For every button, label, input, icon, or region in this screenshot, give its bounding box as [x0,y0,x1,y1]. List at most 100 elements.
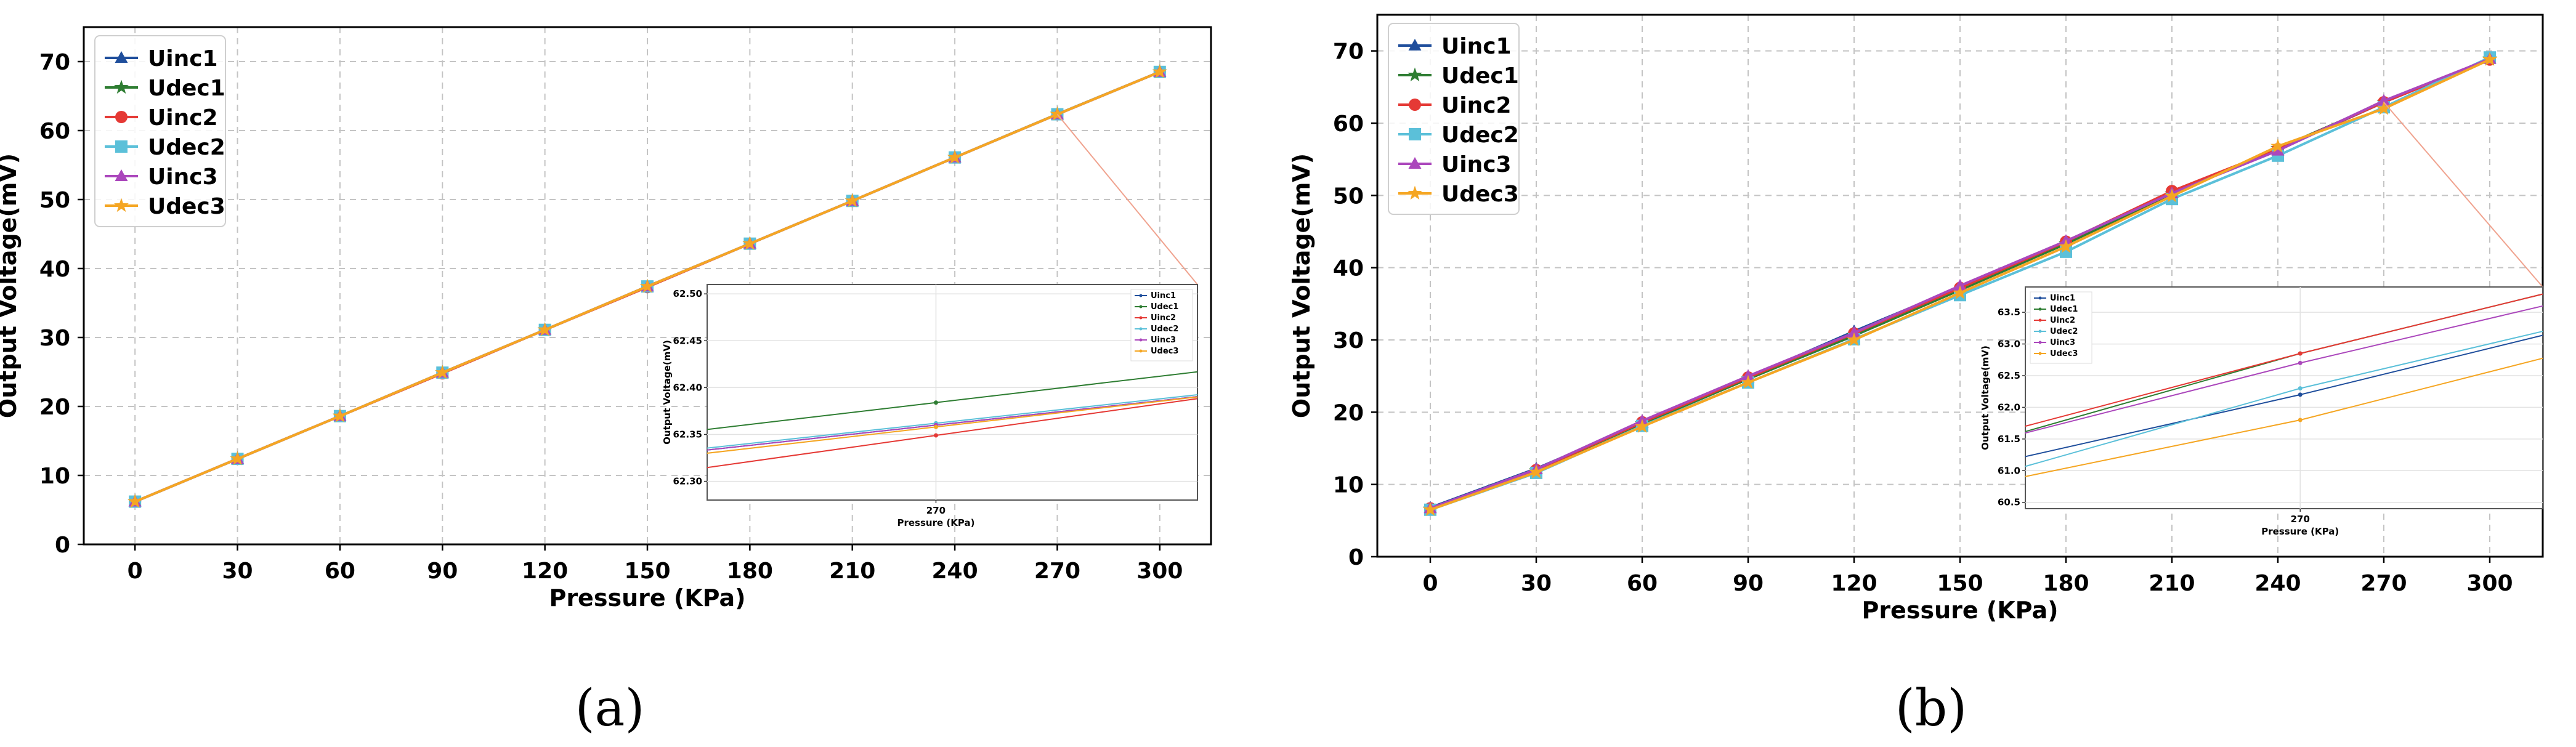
inset-legend-label: Udec1 [1151,302,1178,312]
data-point [1741,374,1756,389]
data-point [2059,239,2073,253]
inset-legend-marker [2038,307,2042,311]
x-tick-label: 180 [2043,571,2089,596]
inset-x-axis-title: Pressure (KPa) [897,517,974,528]
y-tick-label: 0 [55,533,70,558]
inset-legend-label: Udec1 [2050,305,2078,314]
legend-label: Uinc3 [1441,152,1512,177]
data-point [1050,107,1065,121]
data-point [742,236,758,250]
legend-marker [114,198,129,212]
inset-y-tick-label: 60.5 [1998,497,2020,508]
y-tick-label: 40 [1333,256,1364,281]
x-tick-label: 150 [1937,571,1983,596]
legend-marker [1409,99,1421,111]
inset-legend-box [2030,291,2092,364]
y-tick-label: 30 [39,326,70,351]
inset-legend-marker [1139,294,1143,297]
inset-legend-label: Uinc2 [1151,313,1176,323]
data-point [1152,64,1167,78]
inset-legend-box [1130,289,1193,361]
data-point [2270,139,2285,153]
x-tick-label: 150 [624,559,670,584]
y-tick-label: 50 [1333,184,1364,209]
inset-y-axis-title: Output Voltage(mV) [662,340,673,445]
inset-legend-marker [1139,349,1143,353]
x-tick-label: 180 [727,559,773,584]
legend-box [94,35,226,227]
legend-label: Uinc2 [1441,93,1512,118]
x-tick-label: 120 [1831,571,1877,596]
legend-label: Udec3 [148,194,225,219]
data-point [1423,502,1438,516]
data-point [2482,52,2497,66]
data-point [128,494,143,508]
inset-legend-marker [1139,316,1143,320]
y-tick-label: 50 [39,188,70,213]
inset-y-tick-label: 61.5 [1998,434,2020,445]
inset-legend-marker [2038,341,2042,344]
legend-marker [115,51,128,63]
legend-label: Udec3 [1441,182,1519,207]
x-tick-label: 270 [1034,559,1080,584]
x-tick-label: 60 [1627,571,1658,596]
data-point [2377,94,2391,106]
data-point [537,322,553,336]
x-tick-label: 30 [222,559,253,584]
inset-legend-label: Udec3 [1151,347,1178,356]
legend-label: Udec2 [148,135,225,160]
data-point [2165,188,2179,203]
legend-marker [115,111,128,123]
legend-label: Uinc3 [148,164,218,190]
panel-b-legend: Uinc1 Udec1 Uinc2 Udec2 Uinc3 Udec3 [1388,23,1520,215]
data-point [1953,279,1967,291]
inset-y-tick-label: 62.35 [673,429,702,440]
panel-b-inset: 60.5 61.0 61.5 62.0 62.5 63.0 63.5 270Pressure … [1980,102,2543,537]
inset-legend-marker [1139,327,1143,331]
inset-legend-label: Udec2 [2050,327,2078,336]
y-axis-title: Output Voltage(mV) [0,153,22,418]
legend-marker [115,140,128,153]
y-tick-label: 70 [39,50,70,75]
data-point [1953,285,1967,299]
y-tick-label: 0 [1348,545,1364,570]
y-tick-label: 60 [1333,111,1364,137]
x-axis-title: Pressure (KPa) [1861,597,2058,624]
data-point [1847,326,1861,338]
panel-a: 0 30 60 90 120 150 180 210 240 270 300 0 10 20 30 40 50 6… [0,26,1212,612]
data-point [1847,332,1861,347]
data-point [1635,419,1650,433]
x-tick-label: 270 [2360,571,2407,596]
inset-legend-label: Uinc2 [2050,316,2075,325]
inset-x-axis-title: Pressure (KPa) [2261,526,2339,537]
x-axis-title: Pressure (KPa) [549,584,745,612]
legend-label: Udec1 [148,76,225,101]
inset-data-point [2298,360,2303,365]
x-tick-label: 90 [427,559,458,584]
inset-data-point [2298,392,2303,397]
data-point [947,150,962,164]
inset-legend-label: Uinc1 [2050,294,2075,303]
x-tick-label: 300 [1136,559,1183,584]
data-point [2376,101,2391,115]
inset-legend-label: Uinc3 [2050,338,2075,347]
x-tick-label: 120 [522,559,568,584]
caption-b: (b) [1895,679,1967,738]
x-tick-label: 0 [1422,571,1438,596]
y-axis-title: Output Voltage(mV) [1288,153,1315,418]
legend-label: Uinc2 [148,105,218,131]
y-tick-label: 30 [1333,328,1364,353]
x-tick-label: 90 [1733,571,1764,596]
legend-marker [1408,157,1422,169]
panel-a-legend: Uinc1 Udec1 Uinc2 Udec2 Uinc3 Udec3 [94,35,226,227]
y-tick-label: 20 [1333,400,1364,426]
panel-b: 0 30 60 90 120 150 180 210 240 270 300 0 10 20 30 40 50 6… [1288,14,2544,624]
zoom-connector [2383,102,2543,288]
inset-y-tick-label: 62.40 [673,382,702,393]
inset-y-tick-label: 61.0 [1998,465,2020,476]
data-point [333,408,347,422]
inset-data-point [2298,386,2303,391]
panel-a-series-Udec3 [128,64,1167,508]
legend-marker [1408,39,1422,50]
